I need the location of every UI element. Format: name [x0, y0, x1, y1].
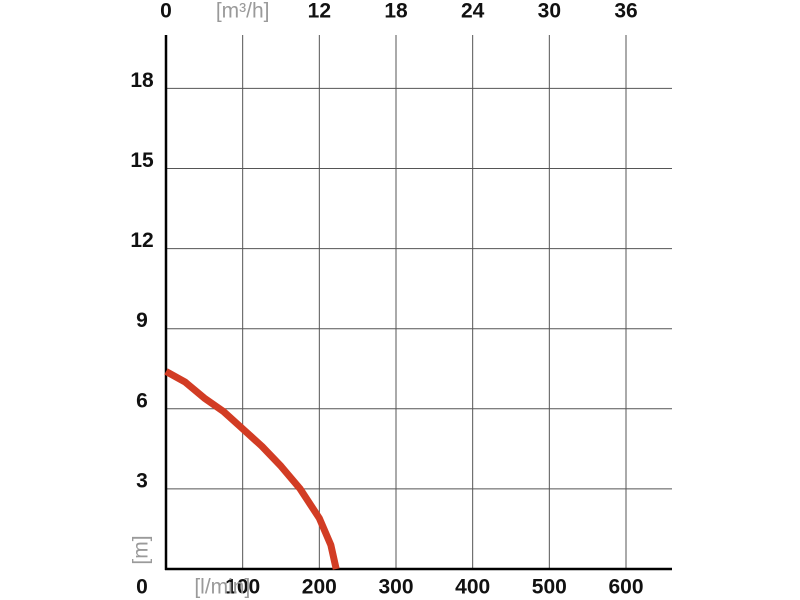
- y-tick-label: 18: [130, 69, 154, 92]
- x-axis-label: [l/min]: [194, 576, 250, 599]
- y-tick-label: 3: [136, 469, 148, 492]
- x2-tick-label: [m³/h]: [216, 0, 270, 23]
- x2-tick-label: 24: [461, 0, 485, 23]
- curve: [164, 368, 340, 570]
- x-tick-label: 100: [225, 576, 260, 599]
- x-tick-label: 600: [608, 576, 643, 599]
- x2-tick-label: 12: [308, 0, 331, 23]
- y-tick-label: 9: [136, 309, 148, 332]
- y-tick-label: 15: [130, 149, 154, 172]
- x-tick-label: 500: [532, 576, 567, 599]
- y-tick-label: 6: [136, 389, 148, 412]
- x-tick-label: 200: [302, 576, 337, 599]
- x-tick-label: 400: [455, 576, 490, 599]
- y-tick-label: 0: [136, 576, 148, 599]
- x2-tick-label: 36: [614, 0, 637, 23]
- x-tick-label: 300: [378, 576, 413, 599]
- y-tick-label: 12: [130, 229, 153, 252]
- y-axis-label: [m]: [130, 535, 153, 564]
- x2-tick-label: 0: [160, 0, 172, 23]
- x2-tick-label: 18: [384, 0, 408, 23]
- x2-tick-label: 30: [538, 0, 561, 23]
